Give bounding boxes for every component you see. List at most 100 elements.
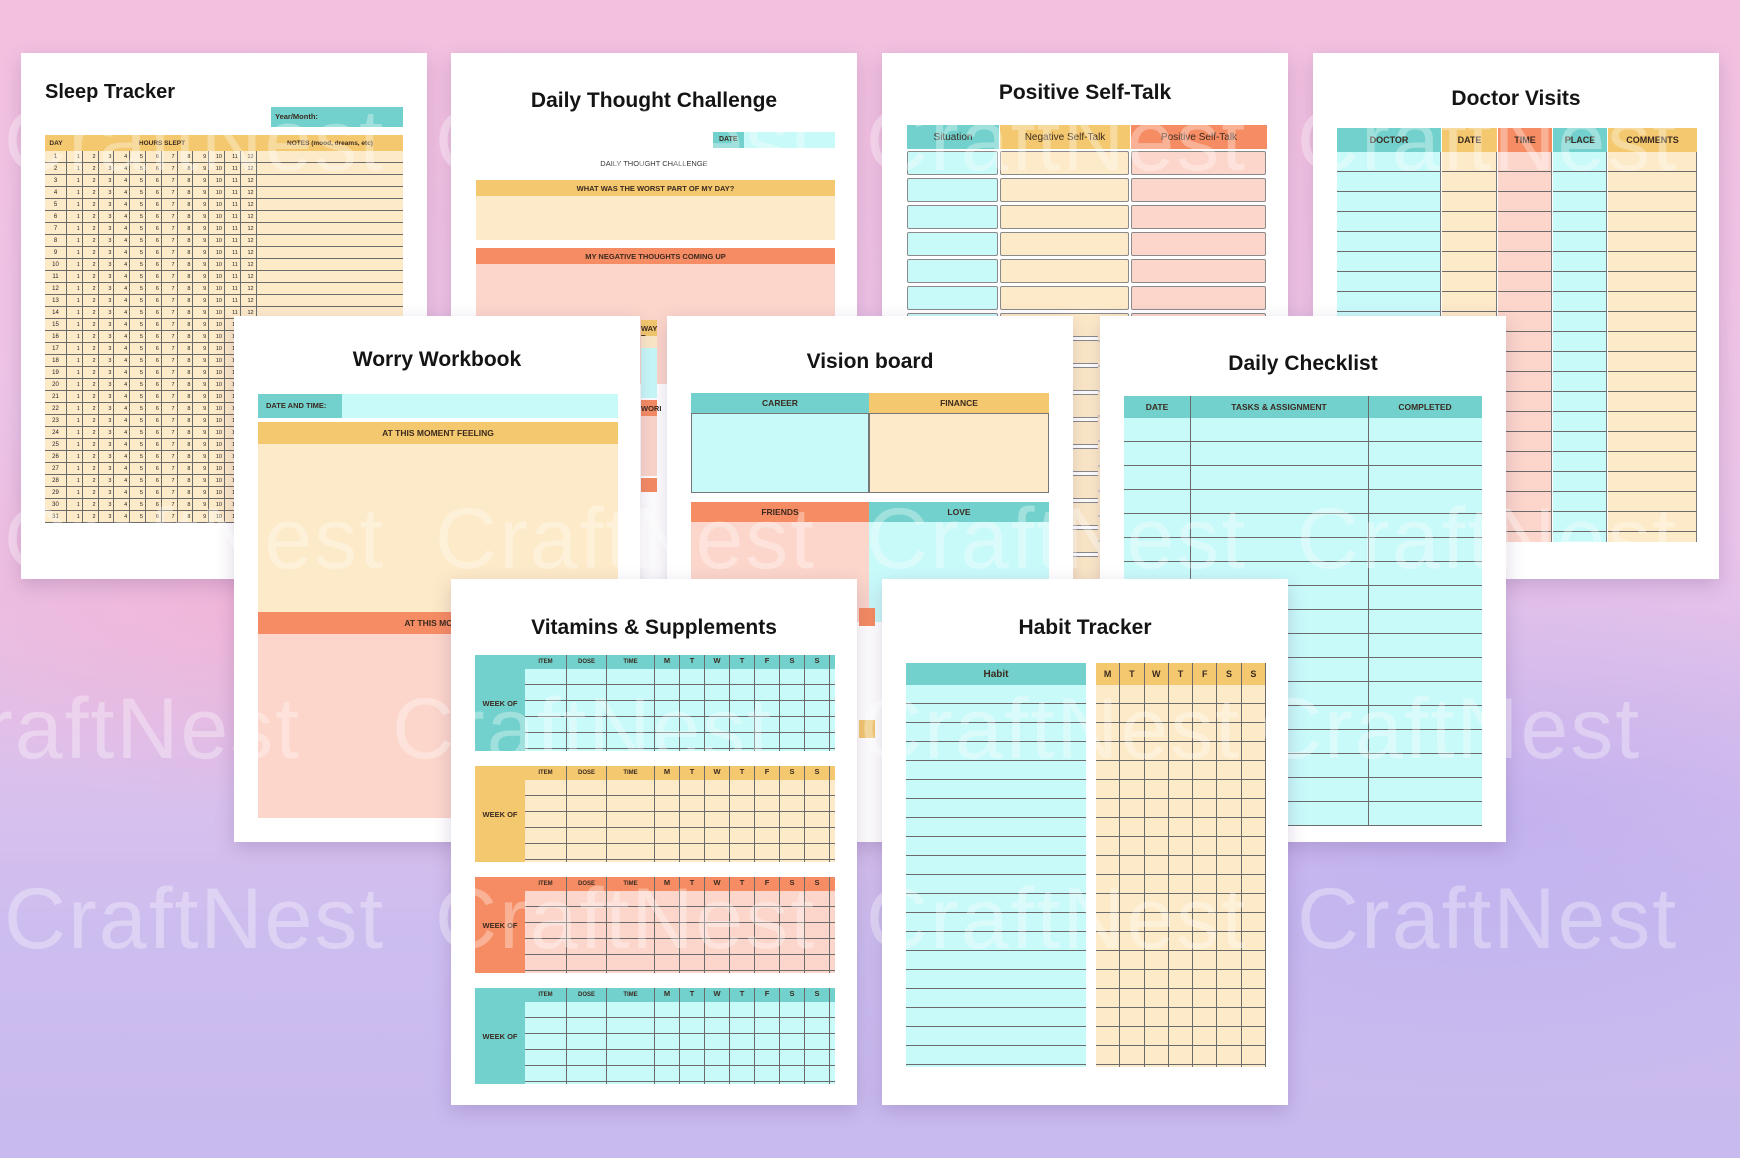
hour-cell: 9 xyxy=(193,223,210,235)
self-talk-cell xyxy=(1000,232,1129,256)
hour-cell: 4 xyxy=(114,175,131,187)
hour-cell: 11 xyxy=(225,247,241,259)
hour-cell: 8 xyxy=(177,367,194,379)
day-cell: 18 xyxy=(45,355,67,367)
hour-cell: 2 xyxy=(82,163,99,175)
hour-cell: 4 xyxy=(114,415,131,427)
hour-cell: 4 xyxy=(114,163,131,175)
col-hours-slept: HOURS SLEPT xyxy=(138,139,186,147)
hour-cell: 5 xyxy=(130,259,146,271)
hour-cell: 4 xyxy=(114,223,131,235)
hour-cell: 7 xyxy=(161,451,178,463)
vitamin-col-header: ITEM xyxy=(525,766,567,780)
hour-cell: 6 xyxy=(146,151,162,163)
page-title: Vitamins & Supplements xyxy=(531,616,777,639)
page-title: Positive Self-Talk xyxy=(998,81,1172,104)
vitamin-day-header: T xyxy=(680,655,705,669)
week-header-bar xyxy=(525,766,835,780)
hour-cell: 4 xyxy=(114,403,131,415)
hour-cell: 5 xyxy=(130,211,146,223)
hour-cell: 4 xyxy=(114,259,131,271)
notes-cell xyxy=(257,199,403,211)
hour-cell: 7 xyxy=(161,343,178,355)
habit-day-column xyxy=(1217,685,1242,1067)
hour-cell: 6 xyxy=(146,403,162,415)
vitamin-day-line xyxy=(679,780,680,862)
hour-cell: 6 xyxy=(146,259,162,271)
hour-cell: 2 xyxy=(82,391,99,403)
peek-label-2: WORI xyxy=(641,404,662,413)
week-header-bar xyxy=(525,988,835,1002)
week-body xyxy=(525,891,835,973)
hour-cell: 1 xyxy=(67,343,83,355)
vitamin-col-header: ITEM xyxy=(525,988,567,1002)
hour-cell: 1 xyxy=(67,487,83,499)
hour-cell: 10 xyxy=(209,175,225,187)
hour-cell: 10 xyxy=(209,247,225,259)
hour-cell: 4 xyxy=(114,427,131,439)
hour-cell: 5 xyxy=(130,331,146,343)
hour-cell: 3 xyxy=(98,463,115,475)
hour-cell: 9 xyxy=(193,295,210,307)
hour-cell: 5 xyxy=(130,439,146,451)
hour-cell: 2 xyxy=(82,271,99,283)
day-cell: 16 xyxy=(45,331,67,343)
hour-cell: 4 xyxy=(114,475,131,487)
vitamin-day-header: W xyxy=(705,988,730,1002)
week-body xyxy=(525,1002,835,1084)
hour-cell: 1 xyxy=(67,475,83,487)
hour-cell: 9 xyxy=(193,271,210,283)
vitamin-day-header: S xyxy=(780,877,805,891)
career-header: CAREER xyxy=(691,393,869,413)
hour-cell: 7 xyxy=(161,379,178,391)
hour-cell: 8 xyxy=(177,223,194,235)
hour-cell: 1 xyxy=(67,439,83,451)
hour-cell: 8 xyxy=(177,403,194,415)
hour-cell: 5 xyxy=(130,271,146,283)
hour-cell: 9 xyxy=(193,367,210,379)
week-of-label: WEEK OF xyxy=(475,655,525,751)
hour-cell: 3 xyxy=(98,391,115,403)
year-month-field: Year/Month: xyxy=(271,107,403,127)
hour-cell: 9 xyxy=(193,475,210,487)
hour-cell: 7 xyxy=(161,391,178,403)
hour-cell: 3 xyxy=(98,487,115,499)
day-cell: 3 xyxy=(45,175,67,187)
hour-cell: 7 xyxy=(161,475,178,487)
vitamin-day-line xyxy=(729,891,730,973)
hour-cell: 7 xyxy=(161,151,178,163)
hour-cell: 5 xyxy=(130,463,146,475)
answer-worst-part xyxy=(476,196,835,240)
hour-cell: 1 xyxy=(67,259,83,271)
hour-cell: 7 xyxy=(161,211,178,223)
vitamin-day-line xyxy=(679,1002,680,1084)
hour-cell: 5 xyxy=(130,151,146,163)
hour-cell: 11 xyxy=(225,163,241,175)
hour-cell: 9 xyxy=(193,235,210,247)
hour-cell: 11 xyxy=(225,235,241,247)
hour-cell: 8 xyxy=(177,475,194,487)
day-cell: 10 xyxy=(45,259,67,271)
habit-day-header: T xyxy=(1168,663,1194,685)
hour-cell: 10 xyxy=(209,163,225,175)
hour-cell: 3 xyxy=(98,211,115,223)
hour-cell: 5 xyxy=(130,187,146,199)
vitamin-col-line xyxy=(606,669,607,751)
vitamin-col-line xyxy=(654,1002,655,1084)
vitamin-day-header: W xyxy=(705,877,730,891)
week-header-bar xyxy=(525,877,835,891)
hour-cell: 10 xyxy=(209,211,225,223)
day-cell: 30 xyxy=(45,499,67,511)
question-negative-thoughts: MY NEGATIVE THOUGHTS COMING UP xyxy=(476,248,835,264)
vitamin-day-header: M xyxy=(655,655,680,669)
hour-cell: 10 xyxy=(209,319,225,331)
hour-cell: 2 xyxy=(82,367,99,379)
vitamin-col-header: DOSE xyxy=(567,988,607,1002)
hour-cell: 7 xyxy=(161,235,178,247)
notes-cell xyxy=(257,151,403,163)
notes-cell xyxy=(257,235,403,247)
col-positive-self-talk: Positive Self-Talk xyxy=(1131,125,1267,149)
hour-cell: 8 xyxy=(177,331,194,343)
habit-day-column xyxy=(1241,685,1266,1067)
vitamin-col-header: DOSE xyxy=(567,766,607,780)
